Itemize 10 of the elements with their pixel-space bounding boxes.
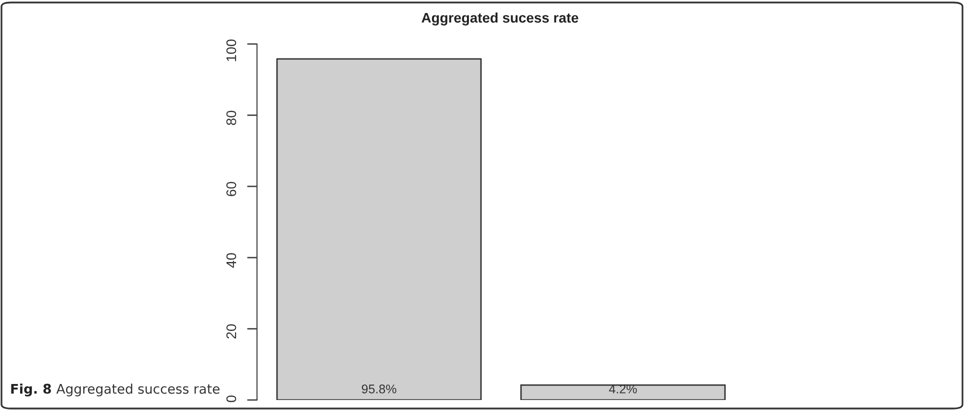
caption: Fig. 8 bbox=[11, 384, 51, 396]
y-tick-label: 0 bbox=[226, 396, 236, 402]
data-label: 95.8% bbox=[362, 384, 396, 394]
y-tick-label: 60 bbox=[226, 182, 236, 196]
y-tick-label: 40 bbox=[226, 253, 236, 268]
y-tick-label: 100 bbox=[226, 40, 236, 62]
y-tick-label: 80 bbox=[226, 110, 236, 126]
y-tick-label: 20 bbox=[226, 324, 236, 339]
chart-title: Aggregated sucess rate bbox=[422, 12, 578, 26]
text: Aggregated success rate bbox=[56, 384, 220, 396]
